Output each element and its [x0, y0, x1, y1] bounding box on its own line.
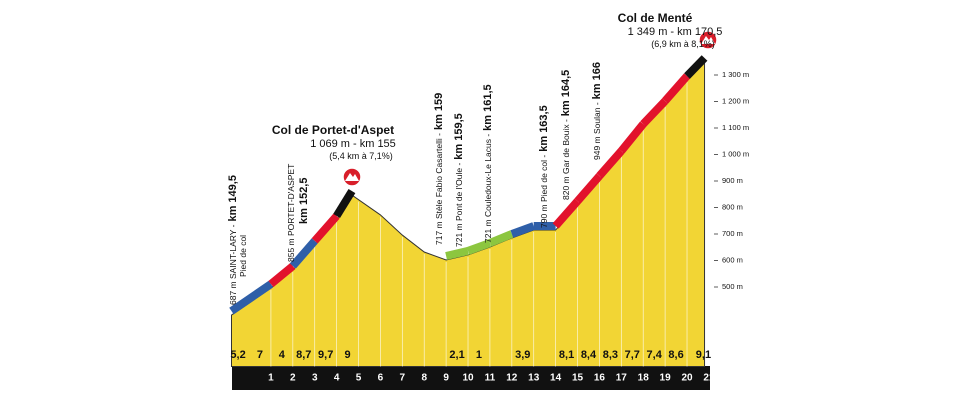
- x-tick-label: 4: [334, 373, 340, 384]
- gradient-band: [311, 213, 340, 244]
- waypoint-text: 790 m Pied de col -: [539, 155, 549, 228]
- x-tick-label: 5: [356, 373, 362, 384]
- x-tick-label: 12: [506, 373, 518, 384]
- gradient-label: 9,7: [318, 349, 333, 361]
- y-tick-label: 1 300 m: [722, 70, 749, 79]
- waypoint-km: km 163,5: [538, 105, 550, 151]
- x-tick-label: 10: [462, 373, 474, 384]
- summit-icon: [342, 167, 362, 187]
- waypoint-note: Pied de col: [238, 235, 248, 277]
- waypoint-label: 717 m Stèle Fabio Casartelli - km 159: [433, 93, 445, 245]
- waypoint-label: 949 m Soulan - km 166: [591, 62, 603, 160]
- waypoint-label: 855 m PORTET-D'ASPET: [286, 164, 296, 262]
- y-tick-label: 1 100 m: [722, 123, 749, 132]
- summit-detail: (5,4 km à 7,1%): [329, 151, 393, 161]
- x-tick-label: 14: [550, 373, 562, 384]
- gradient-label: 8,7: [296, 349, 311, 361]
- summit-info: 1 349 m - km 170,5: [628, 26, 723, 38]
- waypoint-km-text: km 152,5: [298, 178, 310, 224]
- waypoint-km: km 152,5: [298, 178, 310, 224]
- gradient-band: [574, 173, 603, 204]
- gradient-label: 8,1: [559, 349, 574, 361]
- gradient-band: [510, 222, 536, 238]
- x-tick-label: 17: [616, 373, 628, 384]
- gradient-band: [289, 238, 318, 269]
- gradient-band: [552, 198, 581, 229]
- summit-detail: (6,9 km à 8,1%): [651, 39, 715, 49]
- waypoint-label: 721 m Couledoux-Le Lacus - km 161,5: [482, 84, 494, 243]
- summit-info: 1 069 m - km 155: [310, 138, 396, 150]
- x-tick-label: 11: [485, 373, 496, 384]
- x-tick-label: 1: [268, 373, 274, 384]
- waypoint-text: 855 m PORTET-D'ASPET: [286, 164, 296, 262]
- gradient-band: [268, 262, 296, 288]
- x-tick-label: 9: [443, 373, 449, 384]
- km-band: [232, 366, 710, 390]
- gradient-label: 4: [279, 349, 286, 361]
- waypoint-label: 687 m SAINT-LARY - km 149,5: [227, 175, 239, 305]
- y-tick-label: 900 m: [722, 176, 743, 185]
- y-tick-label: 700 m: [722, 229, 743, 238]
- gradient-label: 7,7: [625, 349, 640, 361]
- summit-name: Col de Portet-d'Aspet: [272, 123, 394, 137]
- x-tick-label: 16: [594, 373, 606, 384]
- summit-name: Col de Menté: [618, 11, 693, 25]
- x-tick-label: 6: [378, 373, 384, 384]
- summit-icon: [698, 30, 718, 50]
- gradient-band: [466, 239, 492, 255]
- gradient-band: [445, 247, 469, 260]
- gradient-label: 3,9: [515, 349, 530, 361]
- y-tick-label: 500 m: [722, 282, 743, 291]
- x-tick-label: 2: [290, 373, 296, 384]
- waypoint-km: km 159,5: [453, 113, 465, 159]
- waypoint-text: 721 m Couledoux-Le Lacus -: [483, 134, 493, 243]
- gradient-label: 7,4: [647, 349, 663, 361]
- x-tick-label: 3: [312, 373, 318, 384]
- gradient-label: 8,6: [668, 349, 683, 361]
- gradient-label: 8,4: [581, 349, 597, 361]
- x-tick-label: 18: [638, 373, 650, 384]
- x-tick-label: 15: [572, 373, 584, 384]
- gradient-band: [488, 230, 514, 247]
- waypoint-label: 820 m Gar de Bouix - km 164,5: [560, 70, 572, 200]
- waypoint-text: 717 m Stèle Fabio Casartelli -: [434, 133, 444, 245]
- gradient-label: 5,2: [230, 349, 245, 361]
- gradient-label: 2,1: [449, 349, 464, 361]
- gradient-band: [662, 73, 691, 104]
- waypoint-text: 687 m SAINT-LARY -: [228, 224, 238, 305]
- waypoint-km: km 159: [433, 93, 445, 130]
- gradient-label: 8,3: [603, 349, 618, 361]
- waypoint-text: 820 m Gar de Bouix -: [561, 119, 571, 200]
- y-tick-label: 1 000 m: [722, 149, 749, 158]
- gradient-band: [229, 280, 274, 315]
- gradient-label: 1: [476, 349, 482, 361]
- gradient-band: [618, 121, 647, 154]
- y-tick-label: 600 m: [722, 255, 743, 264]
- x-tick-label: 7: [400, 373, 406, 384]
- waypoint-text: 721 m Pont de l'Oule -: [454, 163, 464, 247]
- gradient-label: 9: [345, 349, 351, 361]
- gradient-band: [596, 148, 625, 179]
- x-tick-label: 21: [703, 373, 715, 384]
- gradient-band: [640, 98, 669, 127]
- gradient-label: 9,1: [696, 349, 711, 361]
- x-tick-label: 20: [681, 373, 693, 384]
- x-tick-label: 8: [421, 373, 427, 384]
- waypoint-note-text: Pied de col: [238, 235, 248, 277]
- waypoint-label: 790 m Pied de col - km 163,5: [538, 105, 550, 228]
- x-tick-label: 13: [528, 373, 540, 384]
- y-tick-label: 1 200 m: [722, 96, 749, 105]
- gradient-band: [684, 55, 708, 79]
- waypoint-km: km 164,5: [560, 70, 572, 116]
- gradient-band: [333, 188, 356, 219]
- gradient-label: 7: [257, 349, 263, 361]
- waypoint-km: km 166: [591, 62, 603, 99]
- waypoint-km: km 149,5: [227, 175, 239, 221]
- waypoint-text: 949 m Soulan -: [592, 102, 602, 160]
- waypoint-label: 721 m Pont de l'Oule - km 159,5: [453, 113, 465, 247]
- y-tick-label: 800 m: [722, 202, 743, 211]
- x-tick-label: 19: [660, 373, 672, 384]
- waypoint-km: km 161,5: [482, 84, 494, 130]
